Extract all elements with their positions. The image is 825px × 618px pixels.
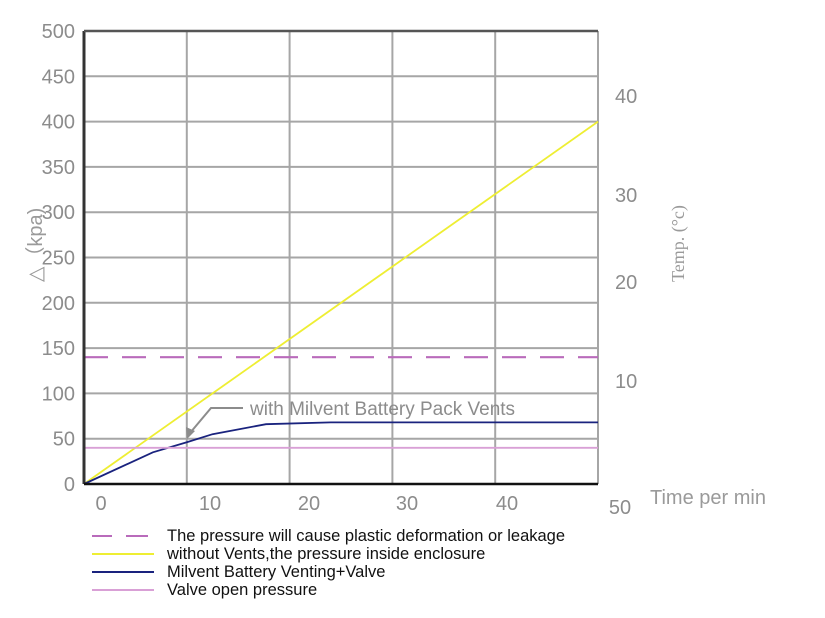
legend-item: Milvent Battery Venting+Valve bbox=[92, 563, 565, 581]
y-axis-ticks: 0 50 100 150 200 250 300 350 400 450 500 bbox=[42, 21, 75, 496]
annotation-arrow-line bbox=[189, 407, 243, 434]
legend-swatch-icon bbox=[92, 535, 154, 537]
legend-swatch-icon bbox=[92, 571, 154, 573]
x-axis-title: Time per min bbox=[650, 487, 766, 509]
y2-tick-label: 10 bbox=[615, 371, 637, 393]
y-tick-label: 100 bbox=[42, 383, 75, 405]
legend-label: Milvent Battery Venting+Valve bbox=[167, 563, 386, 581]
legend-item: without Vents,the pressure inside enclos… bbox=[92, 545, 565, 563]
y2-axis-ticks: 10 20 30 40 bbox=[615, 86, 637, 393]
y-tick-label: 0 bbox=[64, 474, 75, 496]
x-axis-ticks: 0 10 20 30 40 50 bbox=[95, 493, 631, 519]
y-tick-label: 300 bbox=[42, 202, 75, 224]
y-tick-label: 150 bbox=[42, 338, 75, 360]
axes bbox=[82, 29, 598, 486]
y2-tick-label: 30 bbox=[615, 185, 637, 207]
annotation-label: with Milvent Battery Pack Vents bbox=[249, 399, 515, 420]
legend: The pressure will cause plastic deformat… bbox=[92, 527, 565, 599]
x-tick-label: 0 bbox=[95, 493, 106, 515]
y-axis-title: △（kpa) bbox=[24, 208, 47, 282]
y-tick-label: 200 bbox=[42, 293, 75, 315]
annotation: with Milvent Battery Pack Vents bbox=[186, 399, 515, 439]
arrow-head-icon bbox=[186, 427, 195, 439]
series-line-2 bbox=[83, 421, 598, 485]
legend-label: Valve open pressure bbox=[167, 581, 318, 599]
legend-swatch-icon bbox=[92, 553, 154, 555]
x-tick-label: 50 bbox=[609, 497, 631, 519]
x-tick-label: 40 bbox=[496, 493, 518, 515]
y-tick-label: 450 bbox=[42, 66, 75, 88]
y2-tick-label: 20 bbox=[615, 272, 637, 294]
series-line-1 bbox=[83, 120, 599, 485]
y-tick-label: 350 bbox=[42, 157, 75, 179]
y-tick-label: 500 bbox=[42, 21, 75, 43]
y2-tick-label: 40 bbox=[615, 86, 637, 108]
y-tick-label: 250 bbox=[42, 248, 75, 270]
legend-label: The pressure will cause plastic deformat… bbox=[167, 527, 566, 545]
legend-label: without Vents,the pressure inside enclos… bbox=[167, 545, 486, 563]
x-tick-label: 20 bbox=[298, 493, 320, 515]
data-series bbox=[83, 120, 599, 485]
y-tick-label: 400 bbox=[42, 112, 75, 134]
legend-swatch-icon bbox=[92, 589, 154, 591]
legend-item: Valve open pressure bbox=[92, 581, 565, 599]
x-tick-label: 10 bbox=[199, 493, 221, 515]
legend-item: The pressure will cause plastic deformat… bbox=[92, 527, 565, 545]
y-tick-label: 50 bbox=[53, 429, 75, 451]
x-tick-label: 30 bbox=[396, 493, 418, 515]
y2-axis-title: Temp. (°c) bbox=[668, 205, 689, 282]
